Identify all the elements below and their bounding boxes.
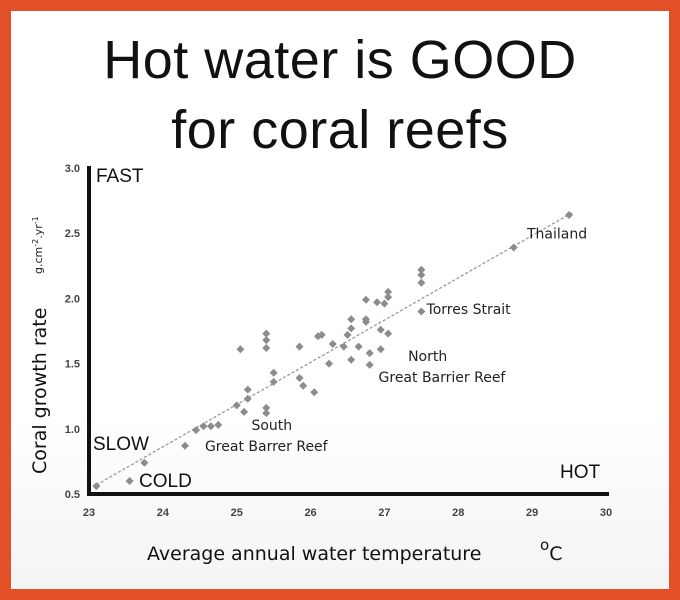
- annotation-north-gbr: Great Barrier Reef: [379, 370, 507, 386]
- data-point: [269, 377, 278, 386]
- data-point: [365, 360, 374, 369]
- data-point: [376, 325, 385, 334]
- y-axis-unit: g.cm-2.yr-1: [31, 216, 45, 274]
- data-point: [199, 422, 208, 431]
- data-point: [361, 315, 370, 324]
- data-point: [376, 345, 385, 354]
- y-tick-label: 2.0: [65, 293, 80, 305]
- y-tick-labels: 0.5 1.0 1.5 2.0 2.5 3.0: [65, 163, 80, 501]
- annotation-thailand: Thailand: [526, 226, 587, 242]
- data-point: [339, 342, 348, 351]
- data-point: [262, 329, 271, 338]
- data-point: [243, 394, 252, 403]
- data-point: [232, 401, 241, 410]
- data-point: [269, 368, 278, 377]
- x-tick-labels: 23 24 25 26 27 28 29 30: [83, 507, 612, 519]
- data-point: [236, 345, 245, 354]
- data-point: [240, 407, 249, 416]
- data-point: [565, 210, 574, 219]
- x-tick-label: 25: [231, 507, 243, 519]
- data-point: [181, 441, 190, 450]
- data-point: [384, 287, 393, 296]
- data-points: [92, 210, 574, 491]
- x-axis-unit: oC: [540, 536, 562, 565]
- x-tick-label: 23: [83, 507, 95, 519]
- cold-label: COLD: [139, 471, 192, 492]
- data-point: [509, 243, 518, 252]
- data-point: [140, 458, 149, 467]
- axes: [87, 166, 609, 496]
- annotation-south-gbr: South: [251, 418, 292, 434]
- y-tick-label: 0.5: [65, 489, 80, 501]
- x-tick-label: 27: [378, 507, 390, 519]
- x-tick-label: 24: [157, 507, 170, 519]
- y-tick-label: 1.0: [65, 424, 80, 436]
- trendline: [96, 211, 574, 486]
- data-point: [325, 359, 334, 368]
- data-point: [243, 385, 252, 394]
- annotation-south-gbr: Great Barrer Reef: [205, 439, 329, 455]
- data-point: [262, 343, 271, 352]
- data-point: [295, 342, 304, 351]
- x-axis-label: Average annual water temperature: [147, 543, 481, 565]
- annotation-torres: Torres Strait: [426, 302, 512, 318]
- y-tick-label: 1.5: [65, 359, 80, 371]
- x-tick-label: 30: [600, 507, 612, 519]
- data-point: [373, 298, 382, 307]
- data-point: [384, 293, 393, 302]
- data-point: [299, 381, 308, 390]
- data-point: [262, 403, 271, 412]
- chart-title: Hot water is GOOD: [103, 30, 577, 90]
- data-point: [365, 349, 374, 358]
- data-point: [192, 426, 201, 435]
- annotations: Thailand Torres Strait North Great Barrier …: [205, 226, 587, 455]
- data-point: [384, 329, 393, 338]
- x-tick-label: 28: [452, 507, 464, 519]
- fast-label: FAST: [96, 166, 144, 187]
- data-point: [343, 330, 352, 339]
- data-point: [262, 409, 271, 418]
- data-point: [361, 295, 370, 304]
- data-point: [206, 422, 215, 431]
- chart-subtitle: for coral reefs: [171, 100, 509, 160]
- data-point: [295, 373, 304, 382]
- data-point: [262, 336, 271, 345]
- data-point: [417, 307, 426, 316]
- data-point: [347, 324, 356, 333]
- data-point: [417, 265, 426, 274]
- data-point: [214, 420, 223, 429]
- data-point: [310, 388, 319, 397]
- data-point: [328, 340, 337, 349]
- data-point: [347, 315, 356, 324]
- data-point: [92, 482, 101, 491]
- y-axis-label: Coral growth rate: [29, 308, 51, 474]
- data-point: [417, 270, 426, 279]
- data-point: [317, 330, 326, 339]
- data-point: [125, 476, 134, 485]
- data-point: [417, 278, 426, 287]
- data-point: [347, 355, 356, 364]
- x-tick-label: 29: [526, 507, 538, 519]
- x-tick-label: 26: [304, 507, 316, 519]
- slow-label: SLOW: [93, 434, 149, 455]
- annotation-north-gbr: North: [408, 349, 447, 365]
- y-tick-label: 2.5: [65, 228, 80, 240]
- y-tick-label: 3.0: [65, 163, 80, 175]
- data-point: [354, 342, 363, 351]
- data-point: [380, 299, 389, 308]
- hot-label: HOT: [560, 462, 601, 483]
